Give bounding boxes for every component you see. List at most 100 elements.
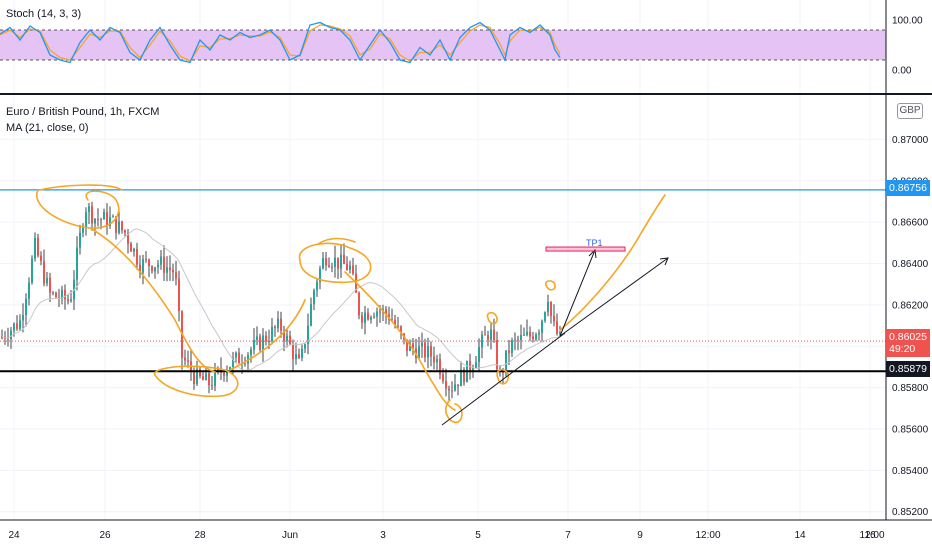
candle-body xyxy=(100,219,102,221)
candle-body xyxy=(25,298,27,315)
candle-body xyxy=(157,264,159,268)
time-tick-label: 3 xyxy=(380,530,386,541)
candle-body xyxy=(103,211,105,220)
candle-body xyxy=(544,312,546,321)
stoch-legend[interactable]: Stoch (14, 3, 3) xyxy=(6,8,82,20)
candle-body xyxy=(202,376,204,381)
drawing-top-circle-2 xyxy=(35,189,120,229)
resistance-price-tag: 0.86756 xyxy=(886,180,930,196)
candle-body xyxy=(49,277,51,293)
candle-body xyxy=(451,390,453,392)
current-price-tag: 0.86025 49:20 xyxy=(886,329,930,357)
candle-body xyxy=(442,374,444,381)
target-label[interactable]: TP1 xyxy=(586,238,603,248)
candle-body xyxy=(445,380,447,389)
candle-body xyxy=(46,277,48,284)
projection-arrow-2 xyxy=(559,257,669,337)
candle-body xyxy=(133,248,135,252)
candle-body xyxy=(475,362,477,368)
price-tick-label: 0.85200 xyxy=(892,507,929,518)
candle-body xyxy=(214,370,216,387)
candle-body xyxy=(256,336,258,340)
candle-body xyxy=(553,316,555,322)
candle-body xyxy=(484,334,486,336)
projection-arrowhead-2 xyxy=(659,257,669,266)
candle-body xyxy=(283,330,285,341)
candle-body xyxy=(55,292,57,298)
candle-body xyxy=(28,282,30,299)
candle-body xyxy=(217,368,219,371)
candle-body xyxy=(76,247,78,280)
candle-body xyxy=(394,320,396,326)
drawing-top-circle-1 xyxy=(39,184,123,191)
candle-body xyxy=(322,258,324,269)
candle-body xyxy=(376,311,378,317)
candle-body xyxy=(349,265,351,270)
candle-body xyxy=(85,212,87,228)
time-tick-label: Jun xyxy=(282,530,298,541)
candle-body xyxy=(511,340,513,353)
candle-body xyxy=(514,339,516,341)
drawing-bottom-circle-2 xyxy=(445,399,463,424)
candle-body xyxy=(313,290,315,305)
candle-body xyxy=(550,302,552,317)
candle-body xyxy=(310,304,312,326)
candle-body xyxy=(193,371,195,385)
drawing-recovery-curve xyxy=(229,299,306,371)
candle-body xyxy=(115,216,117,233)
candle-body xyxy=(532,336,534,340)
candle-body xyxy=(232,357,234,367)
candle-body xyxy=(151,266,153,272)
candle-body xyxy=(16,323,18,329)
time-tick-label: 24 xyxy=(8,530,20,541)
candle-body xyxy=(235,352,237,358)
candle-body xyxy=(547,302,549,313)
drawing-top-circle-mid xyxy=(298,242,372,284)
candle-body xyxy=(211,385,213,387)
hand-drawings[interactable] xyxy=(35,184,666,424)
support-price-tag: 0.85879 xyxy=(886,361,930,377)
price-tick-label: 0.85800 xyxy=(892,383,929,394)
time-tick-label: 26 xyxy=(99,530,111,541)
currency-badge[interactable]: GBP xyxy=(897,103,923,119)
candle-body xyxy=(517,339,519,341)
candle-body xyxy=(397,325,399,327)
candle-body xyxy=(529,331,531,337)
candle-body xyxy=(124,230,126,233)
candle-body xyxy=(430,346,432,357)
candle-body xyxy=(61,289,63,299)
candle-body xyxy=(52,292,54,294)
time-tick-label: 5 xyxy=(475,530,481,541)
chart-title[interactable]: Euro / British Pound, 1h, FXCM xyxy=(6,106,160,118)
candle-body xyxy=(520,334,522,341)
candle-body xyxy=(508,350,510,353)
candle-body xyxy=(88,206,90,213)
trend-lines[interactable] xyxy=(441,248,669,426)
candle-body xyxy=(280,318,282,331)
candle-body xyxy=(262,335,264,350)
candle-body xyxy=(70,299,72,302)
projection-arrowhead-1 xyxy=(588,248,597,259)
candle-body xyxy=(454,384,456,391)
candle-body xyxy=(271,326,273,342)
candle-body xyxy=(538,332,540,335)
candle-body xyxy=(556,321,558,334)
candle-body xyxy=(343,254,345,264)
candle-body xyxy=(67,299,69,302)
time-tick-label: 12:00 xyxy=(695,530,720,541)
candle-body xyxy=(250,349,252,355)
candle-body xyxy=(205,373,207,381)
drawing-downcurve-2 xyxy=(344,271,456,411)
candle-body xyxy=(481,334,483,348)
candle-body xyxy=(448,388,450,391)
candle-body xyxy=(160,256,162,265)
candle-body xyxy=(7,338,9,340)
ma-legend[interactable]: MA (21, close, 0) xyxy=(6,122,89,134)
target-box[interactable] xyxy=(545,246,626,252)
candle-body xyxy=(412,343,414,349)
candle-body xyxy=(487,334,489,340)
candle-body xyxy=(352,265,354,274)
ascending-trendline xyxy=(441,332,566,426)
candle-body xyxy=(97,219,99,221)
